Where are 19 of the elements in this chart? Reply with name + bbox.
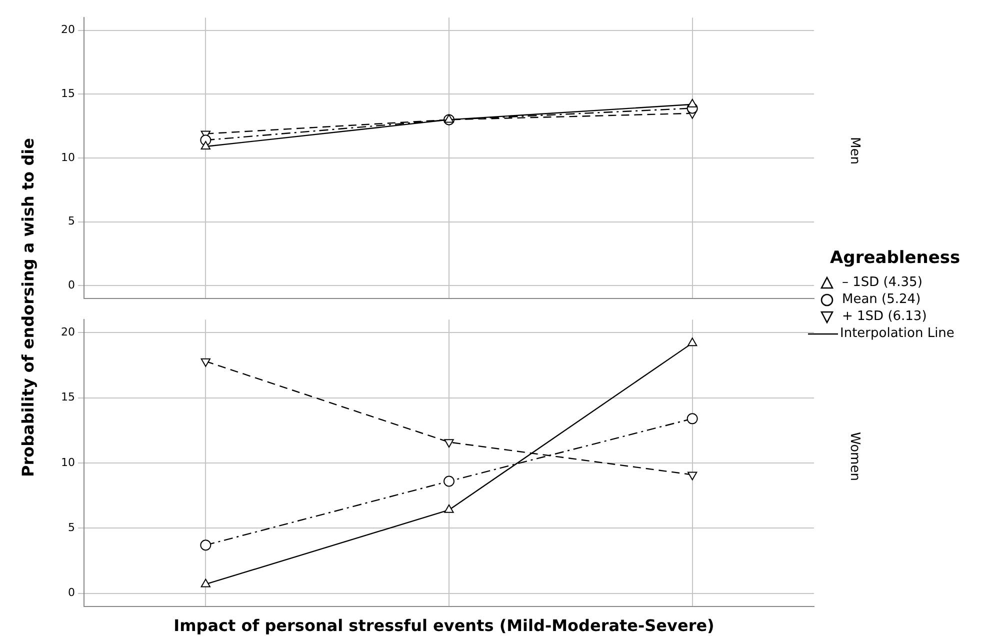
y-tick-label: 10 <box>61 150 75 164</box>
text: Interpolation Line <box>840 326 954 341</box>
y-tick-label: 10 <box>61 456 75 469</box>
y-tick-label: 15 <box>61 87 75 100</box>
y2-axis-title: Men <box>847 137 862 165</box>
y-tick-label: 5 <box>68 521 75 534</box>
y2-axis-title: Women <box>847 432 862 480</box>
x-axis-title: Impact of personal stressful events (Mild-Moderate-Severe) <box>172 616 716 635</box>
legend-label: – 1SD (4.35) <box>842 275 922 290</box>
y-tick-label: 20 <box>61 23 75 36</box>
legend-label: Mean (5.24) <box>842 292 921 307</box>
y-tick-label: 5 <box>68 214 75 228</box>
y-axis-title: Probability of endorsing a wish to die <box>18 138 38 478</box>
y-tick-label: 0 <box>68 278 75 292</box>
legend-title: Agreableness <box>830 248 960 268</box>
legend-label: + 1SD (6.13) <box>842 309 927 324</box>
y-tick-label: 15 <box>61 390 75 404</box>
y-tick-label: 20 <box>61 325 75 338</box>
y-tick-label: 0 <box>68 586 75 600</box>
